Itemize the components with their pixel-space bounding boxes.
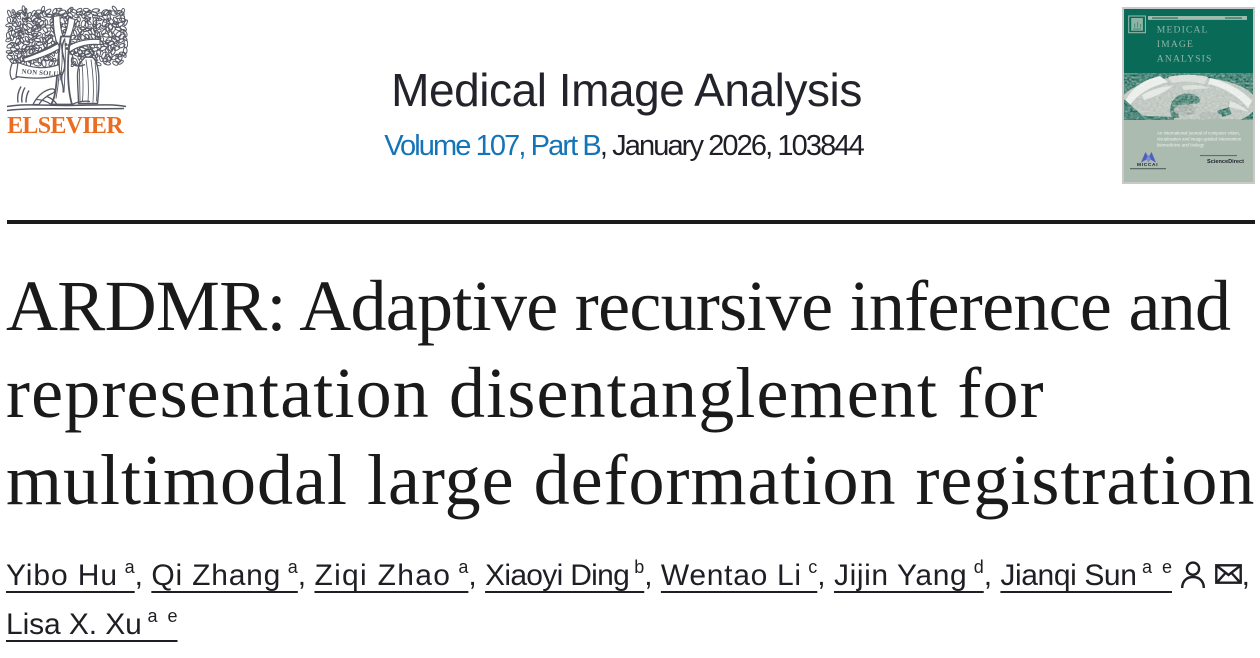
svg-text:biomedicine and biology: biomedicine and biology — [1157, 143, 1205, 148]
svg-text:NON SOLUS: NON SOLUS — [21, 69, 62, 79]
svg-text:MEDICAL: MEDICAL — [1157, 25, 1209, 36]
svg-text:ANALYSIS: ANALYSIS — [1157, 54, 1213, 65]
svg-text:visualisation and image-guided: visualisation and image-guided intervent… — [1157, 137, 1242, 142]
svg-text:IMAGE: IMAGE — [1157, 39, 1194, 50]
svg-text:An international journal of co: An international journal of computer vis… — [1157, 131, 1240, 136]
svg-text:MICCAI: MICCAI — [1137, 162, 1158, 168]
svg-text:ScienceDirect: ScienceDirect — [1207, 159, 1244, 165]
